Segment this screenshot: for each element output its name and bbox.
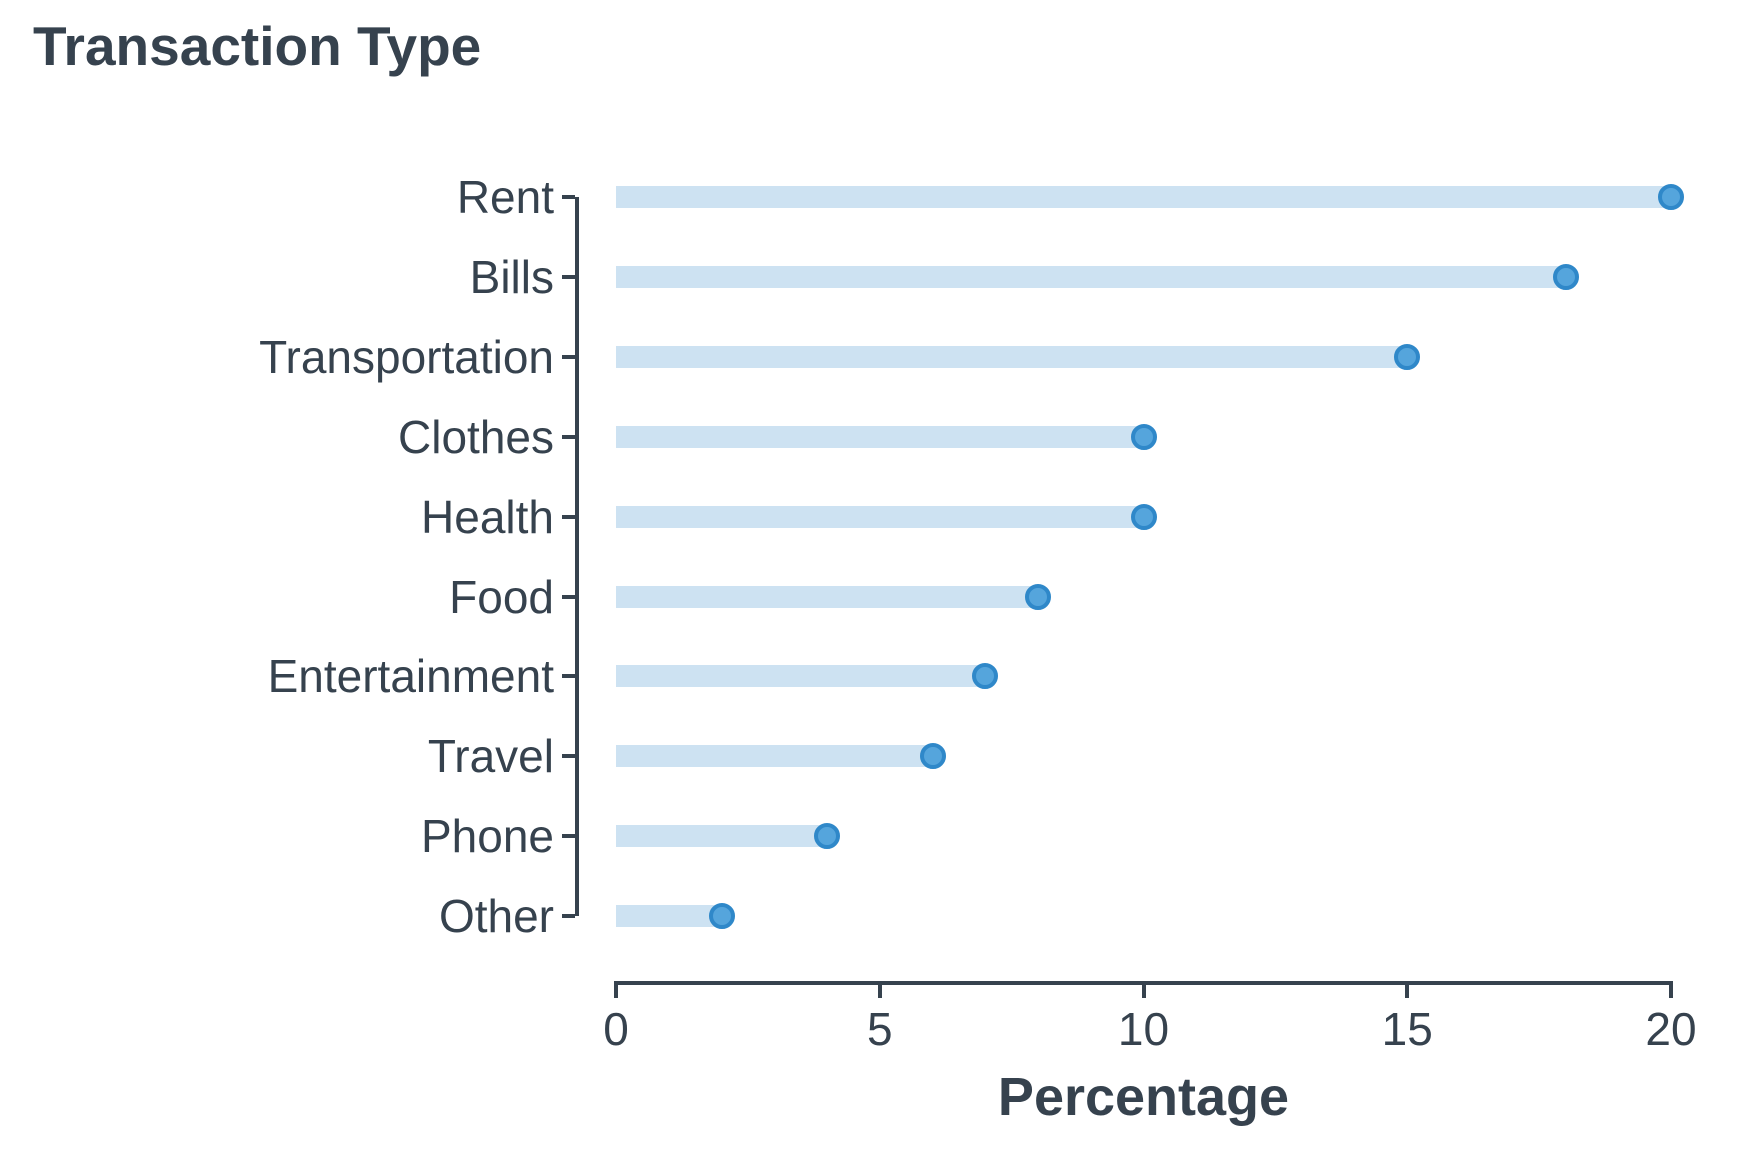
lollipop-dot	[1552, 263, 1579, 290]
lollipop-bar	[616, 745, 933, 768]
lollipop-bar	[616, 186, 1671, 208]
category-label: Clothes	[398, 410, 554, 463]
x-axis-label: Percentage	[997, 1067, 1290, 1127]
lollipop-bar	[616, 665, 986, 688]
lollipop-dot	[1658, 184, 1684, 210]
category-label: Transportation	[259, 330, 554, 383]
lollipop-bar	[616, 345, 1408, 368]
lollipop-dot	[708, 903, 735, 930]
lollipop-dot	[814, 823, 840, 850]
chart-title: Transaction Type	[33, 15, 482, 77]
category-label: Phone	[420, 810, 554, 863]
lollipop-bar	[616, 505, 1144, 528]
category-label: Travel	[427, 730, 554, 783]
y-axis-tick	[562, 274, 575, 279]
lollipop-bar	[616, 585, 1038, 608]
y-axis-tick	[562, 434, 575, 439]
x-tick-label: 20	[1645, 1003, 1697, 1055]
lollipop-bar	[616, 265, 1566, 288]
category-label: Food	[449, 570, 554, 623]
category-label: Bills	[469, 250, 554, 303]
y-axis-tick	[562, 754, 575, 759]
x-tick-label: 15	[1381, 1003, 1433, 1055]
category-label: Other	[438, 890, 554, 943]
lollipop-bar	[616, 425, 1144, 448]
lollipop-dot	[919, 743, 946, 770]
lollipop-bar	[616, 905, 722, 928]
category-label: Health	[421, 490, 554, 543]
x-tick-label: 10	[1117, 1003, 1170, 1055]
category-label: Rent	[456, 171, 554, 223]
lollipop-dot	[972, 663, 999, 690]
lollipop-dot	[1394, 343, 1421, 370]
x-axis-tick	[877, 983, 882, 998]
lollipop-bar	[616, 825, 827, 848]
y-axis-tick	[562, 594, 575, 599]
y-axis-tick	[562, 514, 575, 519]
lollipop-dot	[1130, 423, 1157, 450]
category-label: Entertainment	[267, 650, 554, 703]
x-tick-label: 0	[603, 1003, 629, 1055]
y-axis-tick	[562, 914, 575, 919]
x-tick-label: 5	[866, 1003, 893, 1055]
y-axis-tick	[562, 195, 575, 199]
y-axis-tick	[562, 834, 575, 839]
x-axis-tick	[1669, 983, 1673, 998]
lollipop-dot	[1025, 583, 1051, 610]
x-axis-tick	[1141, 983, 1146, 998]
y-axis-spine	[575, 197, 579, 917]
x-axis-tick	[1405, 983, 1410, 998]
y-axis-tick	[562, 674, 575, 679]
y-axis-tick	[562, 354, 575, 359]
lollipop-dot	[1130, 503, 1157, 530]
x-axis-tick	[614, 983, 618, 998]
